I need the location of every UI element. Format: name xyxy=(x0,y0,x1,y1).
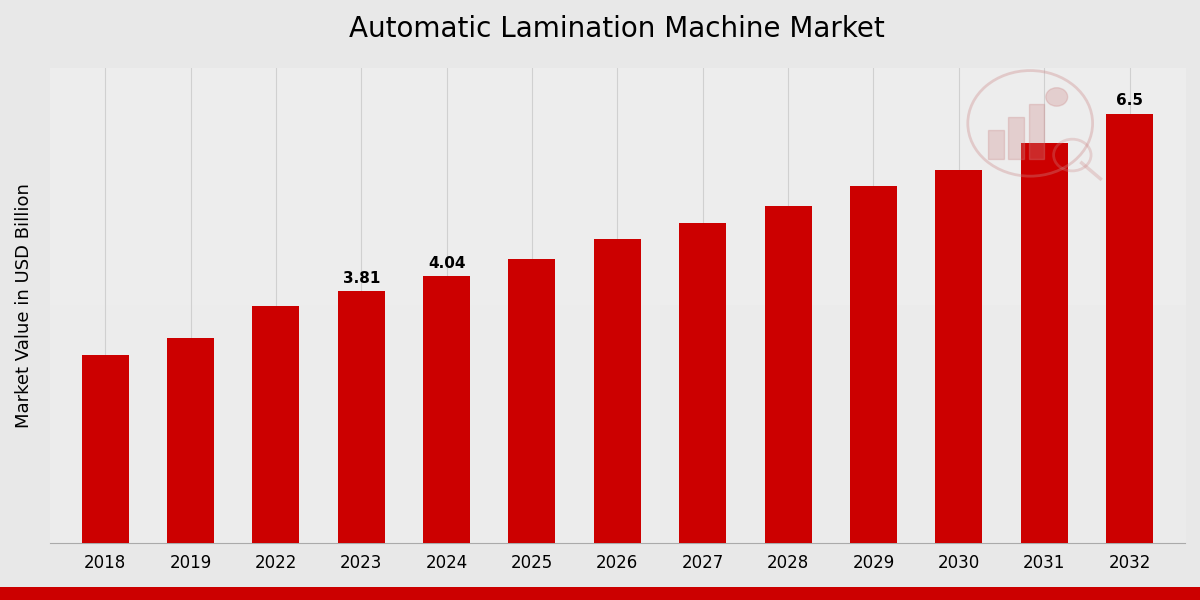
Text: 4.04: 4.04 xyxy=(428,256,466,271)
Bar xyxy=(594,239,641,542)
Text: 6.5: 6.5 xyxy=(1116,94,1144,109)
Bar xyxy=(764,206,811,542)
Y-axis label: Market Value in USD Billion: Market Value in USD Billion xyxy=(14,182,34,428)
Title: Automatic Lamination Machine Market: Automatic Lamination Machine Market xyxy=(349,15,886,43)
Bar xyxy=(1008,117,1024,159)
Bar xyxy=(424,276,470,542)
Bar xyxy=(935,170,983,542)
Bar xyxy=(1106,114,1153,542)
Bar xyxy=(509,259,556,542)
Text: 3.81: 3.81 xyxy=(342,271,380,286)
Bar xyxy=(82,355,128,542)
Bar xyxy=(679,223,726,542)
Bar xyxy=(988,130,1003,159)
Bar xyxy=(167,338,214,542)
Bar xyxy=(337,291,385,542)
Bar xyxy=(1021,143,1068,542)
Circle shape xyxy=(1046,88,1068,106)
Bar xyxy=(850,187,896,542)
Bar xyxy=(252,307,299,542)
Bar xyxy=(1028,104,1044,159)
